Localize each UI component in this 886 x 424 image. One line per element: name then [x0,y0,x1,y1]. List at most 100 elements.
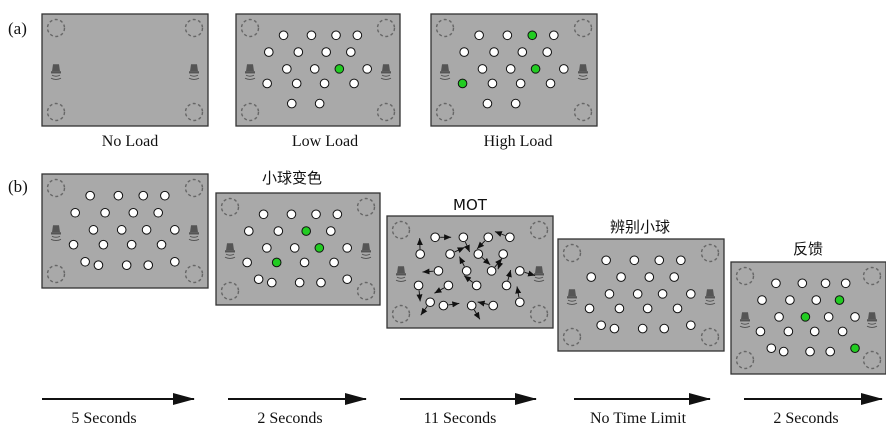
ball [502,30,513,41]
ball [505,64,516,74]
motion-arrow-icon [494,258,503,268]
dashed-circle-icon [562,327,582,347]
ball [629,255,640,266]
ball [609,323,620,334]
ball [156,239,167,250]
ball [783,326,794,337]
ball [515,297,525,308]
ball [586,272,597,282]
speaker-icon [704,289,716,305]
ball [141,225,152,235]
dashed-circle-icon [220,281,240,301]
ball [326,226,336,236]
panel-fixation [41,173,209,289]
ball [657,289,668,299]
speaker-icon [395,266,407,282]
ball [837,326,848,337]
ball [549,30,559,41]
duration-1: 5 Seconds [71,410,136,424]
ball [299,257,310,268]
ball [349,78,359,89]
ball [809,326,820,337]
ball [126,239,137,250]
dashed-circle-icon [562,243,582,263]
ball [98,239,109,250]
dashed-circle-icon [435,18,455,38]
speaker-icon [866,312,878,328]
dashed-circle-icon [240,102,260,122]
ball [458,232,469,243]
ball [669,272,680,282]
speaker-icon [566,289,578,305]
dashed-circle-icon [735,266,755,286]
panel-low-load [235,13,401,127]
ball [483,232,494,243]
duration-5: 2 Seconds [773,410,838,424]
ball [160,190,170,201]
ball [311,209,321,220]
ball [258,209,269,220]
dashed-circle-icon [862,350,882,370]
ball [278,30,289,41]
dashed-circle-icon [529,304,549,324]
ball [430,232,440,243]
dashed-circle-icon [573,18,593,38]
ball [289,243,300,253]
title-identify: 辨别小球 [610,218,670,236]
ball [686,320,696,331]
ball [425,297,435,308]
ball [488,300,499,311]
motion-arrow-icon [420,306,428,316]
ball [113,190,124,201]
dashed-circle-icon [184,178,204,198]
part-a-label: (a) [8,19,27,38]
ball [80,256,90,267]
ball [616,272,626,282]
ball [482,98,493,109]
ball [840,278,851,289]
ball [306,30,317,41]
dashed-circle-icon [46,102,66,122]
dashed-circle-icon [376,102,396,122]
panel-color-change [215,192,381,306]
title-feedback: 反馈 [793,240,823,258]
motion-arrow-icon [416,290,423,302]
ball [785,295,795,305]
motion-arrow-icon [494,231,506,237]
speaker-icon [50,225,62,242]
ball [601,255,611,266]
ball [293,47,304,57]
ball [823,312,834,322]
target-ball [301,226,312,236]
ball [501,280,512,291]
ball [100,207,110,218]
ball [329,257,339,268]
ball [266,277,277,288]
motion-arrow-icon [464,241,471,253]
ball [510,98,521,109]
ball [778,346,789,357]
ball [545,78,556,89]
ball [443,280,454,291]
ball [170,256,180,267]
motion-arrow-icon [481,257,491,266]
motion-arrow-icon [459,256,466,267]
panels [41,13,886,375]
ball [515,266,525,276]
ball [644,272,655,282]
ball [466,300,477,311]
panel-no-load [41,13,209,127]
ball [542,47,553,57]
motion-arrow-icon [454,246,465,253]
motion-arrow-icon [476,240,486,250]
dashed-circle-icon [184,264,204,284]
panel-mot [386,215,554,329]
ball [766,343,777,354]
speaker-icon [360,243,372,259]
panel-high-load [430,13,598,127]
title-color-change: 小球变色 [262,169,322,187]
motion-arrow-icon [524,270,536,277]
ball [771,278,781,289]
ball [471,280,482,291]
